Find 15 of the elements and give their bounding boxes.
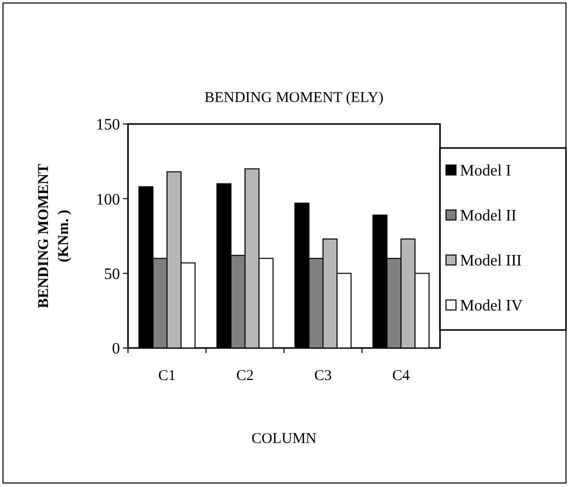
legend-label: Model III [460, 252, 522, 270]
x-tick-label: C1 [158, 368, 176, 384]
x-tick-label: C3 [314, 368, 332, 384]
legend-label: Model IV [460, 298, 524, 315]
y-tick-label: 50 [104, 266, 120, 283]
x-tick-label: C4 [392, 368, 410, 384]
x-axis-title: COLUMN [251, 431, 317, 447]
x-tick-label: C2 [236, 368, 254, 384]
chart-title: BENDING MOMENT (ELY) [204, 90, 384, 106]
legend-label: Model I [460, 162, 512, 180]
y-tick-label: 150 [96, 116, 120, 134]
y-axis-title: BENDING MOMENT (KNm. ) [36, 164, 72, 308]
y-tick-label: 100 [96, 191, 120, 208]
y-tick-label: 0 [112, 340, 120, 358]
legend-label: Model II [460, 208, 516, 225]
